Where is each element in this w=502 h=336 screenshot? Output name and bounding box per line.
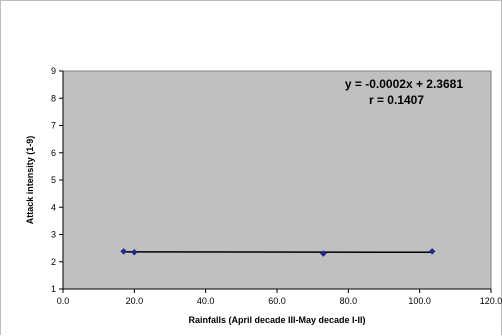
y-tick-label: 3	[51, 230, 56, 240]
regression-equation: y = -0.0002x + 2.3681	[345, 77, 463, 91]
x-tick-label: 120.0	[480, 296, 502, 306]
y-tick-label: 7	[51, 121, 56, 131]
y-tick-label: 9	[51, 66, 56, 76]
y-tick-label: 1	[51, 284, 56, 294]
y-axis-title: Attack intensity (1-9)	[25, 136, 35, 225]
x-tick-label: 100.0	[408, 296, 431, 306]
y-tick-label: 8	[51, 93, 56, 103]
x-tick-label: 20.0	[126, 296, 144, 306]
y-tick-label: 5	[51, 175, 56, 185]
x-axis-title: Rainfalls (April decade III-May decade I…	[188, 315, 365, 325]
correlation-coefficient: r = 0.1407	[369, 93, 424, 107]
y-tick-label: 2	[51, 257, 56, 267]
plot-area	[63, 71, 491, 289]
x-tick-label: 80.0	[340, 296, 358, 306]
x-tick-label: 40.0	[197, 296, 215, 306]
x-tick-label: 60.0	[268, 296, 286, 306]
y-tick-label: 4	[51, 202, 56, 212]
x-tick-label: 0.0	[57, 296, 70, 306]
y-tick-label: 6	[51, 148, 56, 158]
